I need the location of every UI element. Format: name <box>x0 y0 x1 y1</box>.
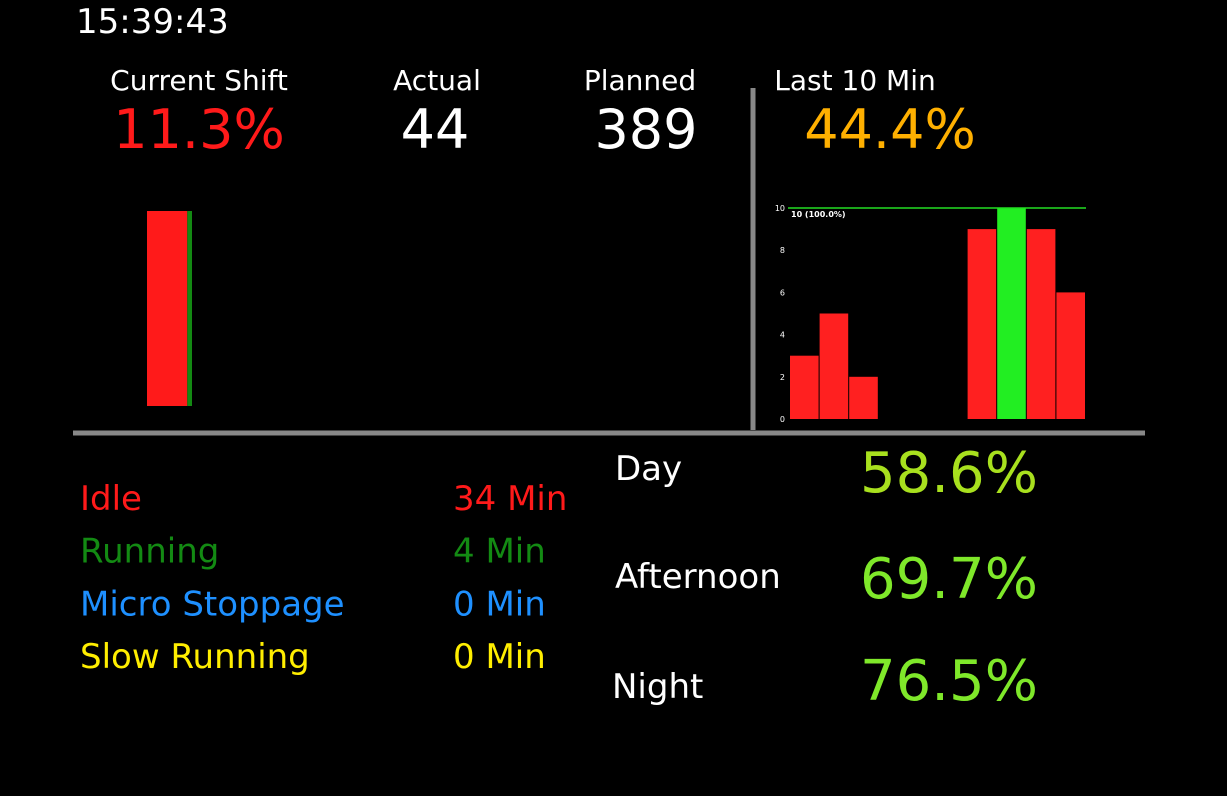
shift-name: Day <box>615 449 682 489</box>
bar <box>819 313 849 419</box>
status-name: Slow Running <box>80 637 310 677</box>
shift-value: 69.7% <box>860 547 1038 612</box>
stat-value: 389 <box>594 98 697 161</box>
stat-label: Planned <box>584 64 696 97</box>
y-tick-label: 6 <box>780 288 785 297</box>
clock: 15:39:43 <box>76 2 229 42</box>
stat-label: Actual <box>393 64 481 97</box>
status-bar-segment <box>147 211 188 406</box>
status-bar-segment <box>187 211 192 406</box>
bar <box>790 355 819 419</box>
stat-label: Last 10 Min <box>774 64 935 97</box>
stat-value: 11.3% <box>113 98 285 161</box>
bar <box>1056 292 1085 419</box>
stat-value: 44.4% <box>804 98 976 161</box>
y-tick-label: 2 <box>780 373 785 382</box>
status-name: Running <box>80 532 219 572</box>
target-label: 10 (100.0%) <box>791 210 846 219</box>
bar <box>997 208 1026 419</box>
shift-value: 76.5% <box>860 649 1038 714</box>
status-name: Idle <box>80 479 142 519</box>
status-name: Micro Stoppage <box>80 584 345 624</box>
bar <box>1026 229 1056 419</box>
status-minutes: 34 Min <box>453 479 567 519</box>
status-minutes: 4 Min <box>453 532 546 572</box>
status-minutes: 0 Min <box>453 637 546 677</box>
stat-value: 44 <box>401 98 470 161</box>
y-tick-label: 10 <box>775 204 785 213</box>
stat-label: Current Shift <box>110 64 288 97</box>
status-minutes: 0 Min <box>453 584 546 624</box>
y-tick-label: 0 <box>780 415 785 424</box>
shift-name: Night <box>612 667 703 707</box>
bar <box>849 376 878 419</box>
bar <box>967 229 997 419</box>
shift-name: Afternoon <box>615 557 781 597</box>
shift-value: 58.6% <box>860 441 1038 506</box>
y-tick-label: 8 <box>780 246 785 255</box>
y-tick-label: 4 <box>780 331 785 340</box>
